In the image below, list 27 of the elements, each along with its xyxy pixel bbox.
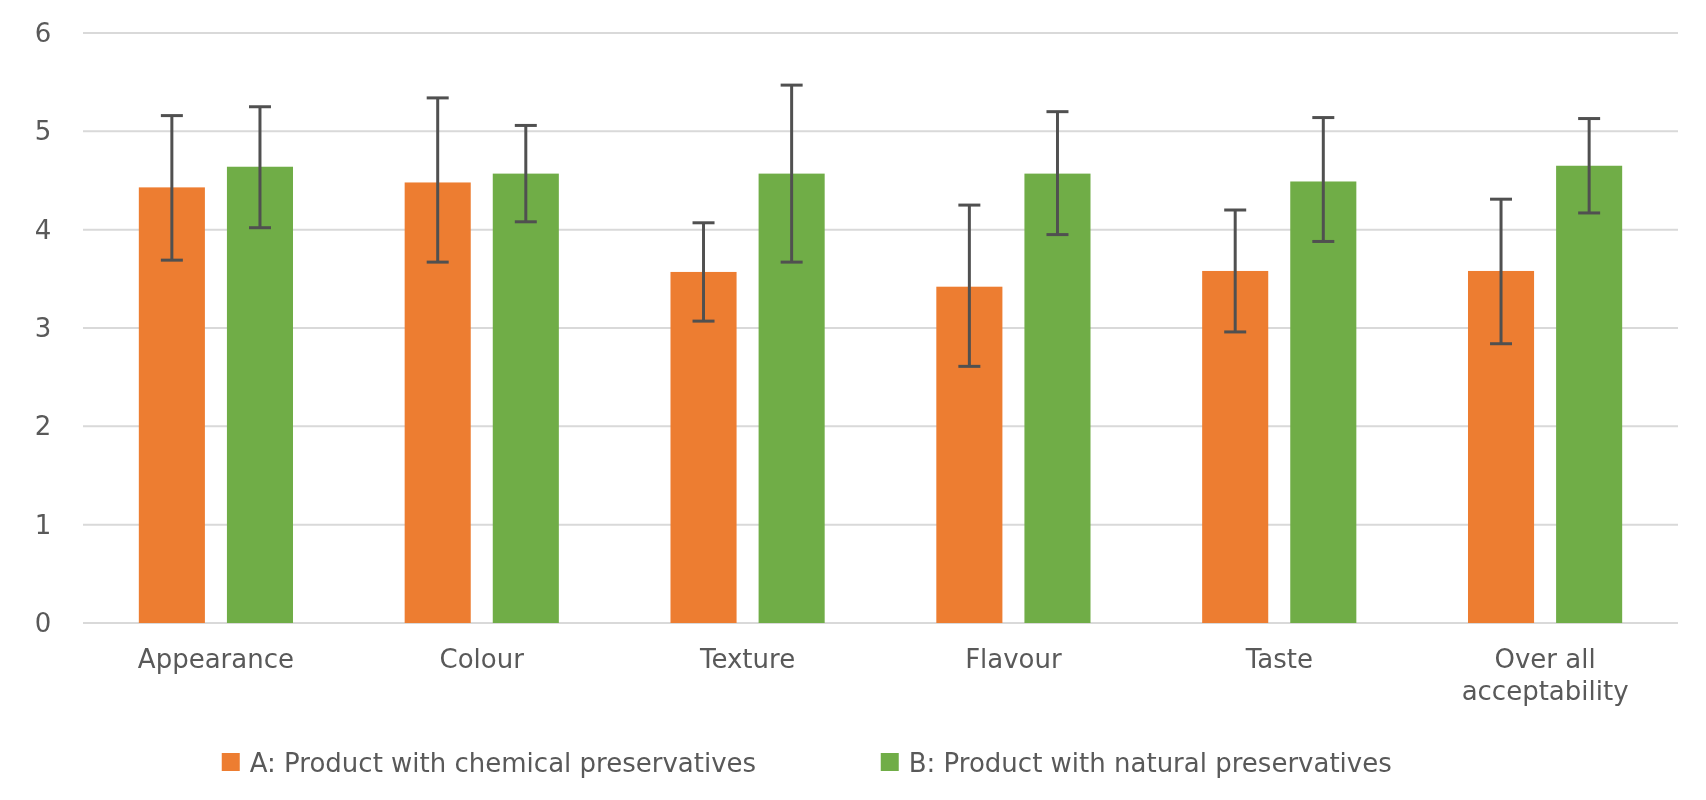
bar: [936, 286, 1003, 623]
y-tick-label: 2: [34, 411, 52, 442]
x-tick-label: Over all acceptability: [1461, 644, 1629, 706]
y-tick-label: 3: [34, 313, 52, 344]
legend-label: B: Product with natural preservatives: [908, 748, 1392, 779]
y-tick-label: 1: [34, 509, 52, 540]
bar: [404, 182, 471, 623]
x-tick-label: Taste: [1244, 644, 1313, 674]
x-tick-label: Appearance: [137, 644, 294, 674]
bar: [1290, 181, 1357, 623]
bar: [226, 166, 294, 623]
x-tick-label: Colour: [439, 644, 525, 674]
bar: [138, 187, 205, 623]
y-tick-label: 4: [34, 214, 52, 245]
x-tick-label: Flavour: [965, 644, 1063, 674]
y-tick-label: 0: [34, 608, 52, 639]
x-tick-label: Texture: [698, 644, 796, 674]
y-tick-label: 5: [34, 116, 52, 147]
bar: [492, 173, 559, 623]
bar: [758, 173, 825, 623]
legend-label: A: Product with chemical preservatives: [249, 748, 757, 779]
bar: [670, 271, 737, 623]
bar: [1202, 270, 1269, 623]
bar: [1467, 270, 1535, 623]
y-tick-label: 6: [34, 18, 52, 49]
bar: [1556, 165, 1623, 623]
bar: [1024, 173, 1091, 623]
